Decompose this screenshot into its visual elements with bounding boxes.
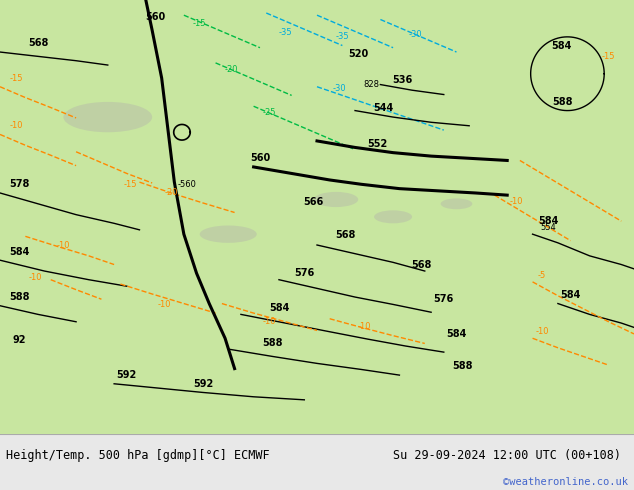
Text: -20: -20 — [224, 65, 238, 74]
Text: -35: -35 — [335, 32, 349, 41]
Text: 560: 560 — [145, 12, 165, 23]
Text: 578: 578 — [9, 179, 29, 189]
Ellipse shape — [63, 102, 152, 132]
Text: -15: -15 — [602, 52, 616, 61]
Text: 584: 584 — [269, 303, 289, 313]
Text: 584: 584 — [446, 329, 467, 339]
Text: 588: 588 — [262, 338, 283, 347]
Text: Height/Temp. 500 hPa [gdmp][°C] ECMWF: Height/Temp. 500 hPa [gdmp][°C] ECMWF — [6, 448, 270, 462]
Text: 588: 588 — [453, 362, 473, 371]
Text: -10: -10 — [9, 121, 23, 130]
Text: ©weatheronline.co.uk: ©weatheronline.co.uk — [503, 477, 628, 487]
Text: -560: -560 — [178, 180, 197, 189]
Ellipse shape — [374, 210, 412, 223]
Text: -10: -10 — [535, 327, 549, 336]
Text: -30: -30 — [408, 30, 422, 39]
Ellipse shape — [441, 198, 472, 209]
Text: -15: -15 — [123, 180, 137, 189]
Text: 554: 554 — [541, 223, 556, 232]
Text: -15: -15 — [9, 74, 23, 82]
Text: -35: -35 — [278, 28, 292, 37]
Text: 520: 520 — [348, 49, 368, 59]
Text: 592: 592 — [117, 370, 137, 380]
Text: 568: 568 — [28, 38, 48, 49]
Text: 566: 566 — [304, 196, 324, 207]
Text: -25: -25 — [262, 108, 276, 117]
Text: 584: 584 — [538, 216, 559, 226]
Text: 588: 588 — [553, 97, 573, 107]
Text: -20: -20 — [164, 189, 178, 197]
Text: 592: 592 — [193, 379, 213, 389]
Text: -10: -10 — [158, 300, 172, 309]
Text: 560: 560 — [250, 153, 270, 163]
Text: -10: -10 — [28, 273, 42, 282]
Text: 568: 568 — [335, 230, 356, 240]
Text: 576: 576 — [434, 294, 454, 304]
Text: 552: 552 — [367, 139, 387, 149]
Text: -10: -10 — [510, 197, 524, 206]
Text: 544: 544 — [373, 102, 394, 113]
Text: 584: 584 — [9, 246, 29, 257]
Ellipse shape — [314, 192, 358, 207]
Text: -10: -10 — [56, 241, 70, 249]
Text: 828: 828 — [363, 80, 379, 89]
Text: 584: 584 — [551, 41, 571, 50]
Text: Su 29-09-2024 12:00 UTC (00+108): Su 29-09-2024 12:00 UTC (00+108) — [393, 448, 621, 462]
Text: 588: 588 — [9, 292, 29, 302]
Text: 576: 576 — [294, 268, 314, 278]
Text: 92: 92 — [12, 336, 26, 345]
Text: -30: -30 — [332, 84, 346, 94]
Text: -10: -10 — [262, 317, 276, 326]
Text: 536: 536 — [392, 75, 413, 85]
Text: 584: 584 — [560, 290, 581, 300]
Text: -10: -10 — [358, 321, 372, 331]
Text: -15: -15 — [193, 19, 207, 28]
Text: 568: 568 — [411, 260, 432, 270]
Ellipse shape — [200, 225, 257, 243]
Text: -5: -5 — [538, 271, 547, 280]
